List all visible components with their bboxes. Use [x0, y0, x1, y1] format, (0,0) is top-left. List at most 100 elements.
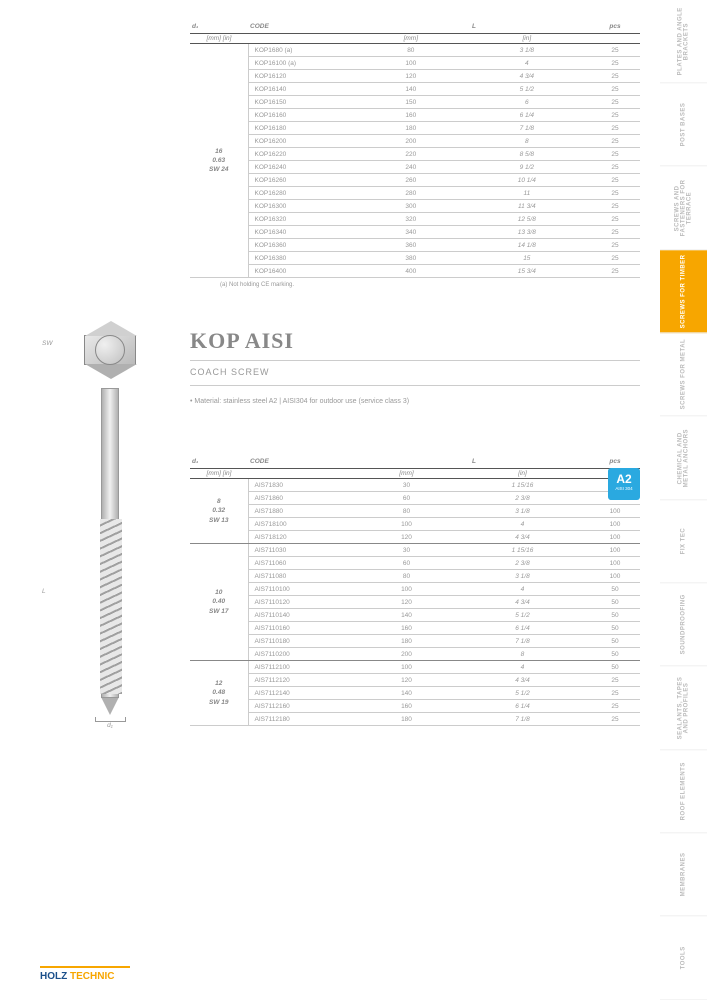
table-row: KOP1634034013 3/825 [190, 226, 640, 239]
footer-accent [40, 966, 130, 968]
table1: d₁ CODE L pcs [mm] [in] [mm] [in] 160.63… [190, 20, 640, 278]
cell-in: 5 1/2 [455, 609, 590, 622]
cell-mm: 100 [358, 518, 455, 531]
cell-in: 4 [455, 583, 590, 596]
side-tab[interactable]: FIX TEC [660, 500, 707, 583]
cell-pcs: 100 [590, 570, 640, 583]
side-tab[interactable]: SOUNDPROOFING [660, 583, 707, 666]
th-l: L [358, 20, 590, 34]
cell-code: AIS711030 [248, 544, 358, 557]
cell-mm: 30 [358, 479, 455, 492]
cell-mm: 60 [358, 557, 455, 570]
cell-pcs: 100 [590, 557, 640, 570]
hex-head-icon [80, 318, 140, 383]
cell-mm: 100 [358, 57, 464, 70]
cell-code: KOP16360 [248, 239, 358, 252]
cell-pcs: 100 [590, 518, 640, 531]
cell-code: AIS718100 [248, 518, 358, 531]
side-tab[interactable]: ROOF ELEMENTS [660, 750, 707, 833]
cell-pcs: 25 [590, 713, 640, 726]
cell-pcs: 100 [590, 531, 640, 544]
cell-in: 4 [455, 518, 590, 531]
cell-code: KOP16320 [248, 213, 358, 226]
cell-mm: 400 [358, 265, 464, 278]
cell-mm: 200 [358, 135, 464, 148]
cell-in: 4 3/4 [455, 674, 590, 687]
table2: d₁ CODE L pcs [mm] [in] [mm] [in] 80.32S… [190, 455, 640, 726]
cell-code: KOP1680 (a) [248, 44, 358, 57]
cell-in: 2 3/8 [455, 492, 590, 505]
cell-in: 9 1/2 [464, 161, 590, 174]
th-d1: d₁ [190, 20, 248, 34]
cell-mm: 80 [358, 505, 455, 518]
side-tabs: PLATES AND ANGLE BRACKETSPOST BASESSCREW… [660, 0, 707, 1000]
screw-shaft [101, 388, 119, 698]
cell-in: 4 [464, 57, 590, 70]
side-tab[interactable]: PLATES AND ANGLE BRACKETS [660, 0, 707, 83]
th2-d1: d₁ [190, 455, 248, 469]
side-tab[interactable]: TOOLS [660, 917, 707, 1000]
cell-mm: 120 [358, 531, 455, 544]
cell-mm: 150 [358, 96, 464, 109]
cell-code: KOP16280 [248, 187, 358, 200]
side-tab[interactable]: CHEMICAL AND METAL ANCHORS [660, 417, 707, 500]
cell-pcs: 25 [590, 213, 640, 226]
cell-in: 6 1/4 [464, 109, 590, 122]
cell-code: KOP16120 [248, 70, 358, 83]
side-tab[interactable]: SEALANTS, TAPES AND PROFILES [660, 667, 707, 750]
cell-code: AIS711060 [248, 557, 358, 570]
cell-in: 1 15/16 [455, 479, 590, 492]
th-pcs: pcs [590, 20, 640, 34]
cell-pcs: 25 [590, 174, 640, 187]
table-row: KOP1640040015 3/425 [190, 265, 640, 278]
cell-code: KOP16150 [248, 96, 358, 109]
table-row: KOP1636036014 1/825 [190, 239, 640, 252]
side-tab[interactable]: SCREWS FOR TIMBER [660, 250, 707, 333]
table-row: AIS71101401405 1/250 [190, 609, 640, 622]
d1-group: 120.48SW 19 [190, 661, 248, 726]
table-row: AIS71121601606 1/425 [190, 700, 640, 713]
cell-in: 7 1/8 [455, 713, 590, 726]
side-tab[interactable]: MEMBRANES [660, 833, 707, 916]
cell-pcs: 25 [590, 674, 640, 687]
cell-mm: 200 [358, 648, 455, 661]
cell-code: AIS7112140 [248, 687, 358, 700]
cell-in: 7 1/8 [464, 122, 590, 135]
cell-mm: 340 [358, 226, 464, 239]
cell-mm: 140 [358, 609, 455, 622]
sub2-e [248, 469, 358, 479]
cell-pcs: 25 [590, 83, 640, 96]
cell-in: 6 1/4 [455, 622, 590, 635]
table-row: KOP16200200825 [190, 135, 640, 148]
side-tab[interactable]: SCREWS AND FASTENERS FOR TERRACE [660, 167, 707, 250]
cell-mm: 140 [358, 83, 464, 96]
cell-code: KOP16140 [248, 83, 358, 96]
cell-pcs: 25 [590, 687, 640, 700]
table-row: AIS71121801807 1/825 [190, 713, 640, 726]
cell-mm: 160 [358, 109, 464, 122]
cell-code: AIS718120 [248, 531, 358, 544]
table-row: KOP162802801125 [190, 187, 640, 200]
cell-pcs: 25 [590, 135, 640, 148]
cell-pcs: 25 [590, 161, 640, 174]
cell-mm: 60 [358, 492, 455, 505]
cell-in: 6 [464, 96, 590, 109]
logo-holz: HOLZ [40, 971, 67, 982]
table-row: KOP162402409 1/225 [190, 161, 640, 174]
cell-in: 11 3/4 [464, 200, 590, 213]
th2-pcs: pcs [590, 455, 640, 469]
cell-mm: 100 [358, 661, 455, 674]
table-row: KOP16100 (a)100425 [190, 57, 640, 70]
cell-code: KOP16260 [248, 174, 358, 187]
cell-mm: 100 [358, 583, 455, 596]
table-row: KOP161401405 1/225 [190, 83, 640, 96]
footnote: (a) Not holding CE marking. [220, 282, 640, 288]
side-tab[interactable]: POST BASES [660, 83, 707, 166]
cell-pcs: 25 [590, 200, 640, 213]
side-tab[interactable]: SCREWS FOR METAL [660, 333, 707, 416]
cell-in: 13 3/8 [464, 226, 590, 239]
cell-in: 8 [455, 648, 590, 661]
cell-in: 3 1/8 [455, 570, 590, 583]
cell-in: 4 [455, 661, 590, 674]
table-row: KOP1632032012 5/825 [190, 213, 640, 226]
